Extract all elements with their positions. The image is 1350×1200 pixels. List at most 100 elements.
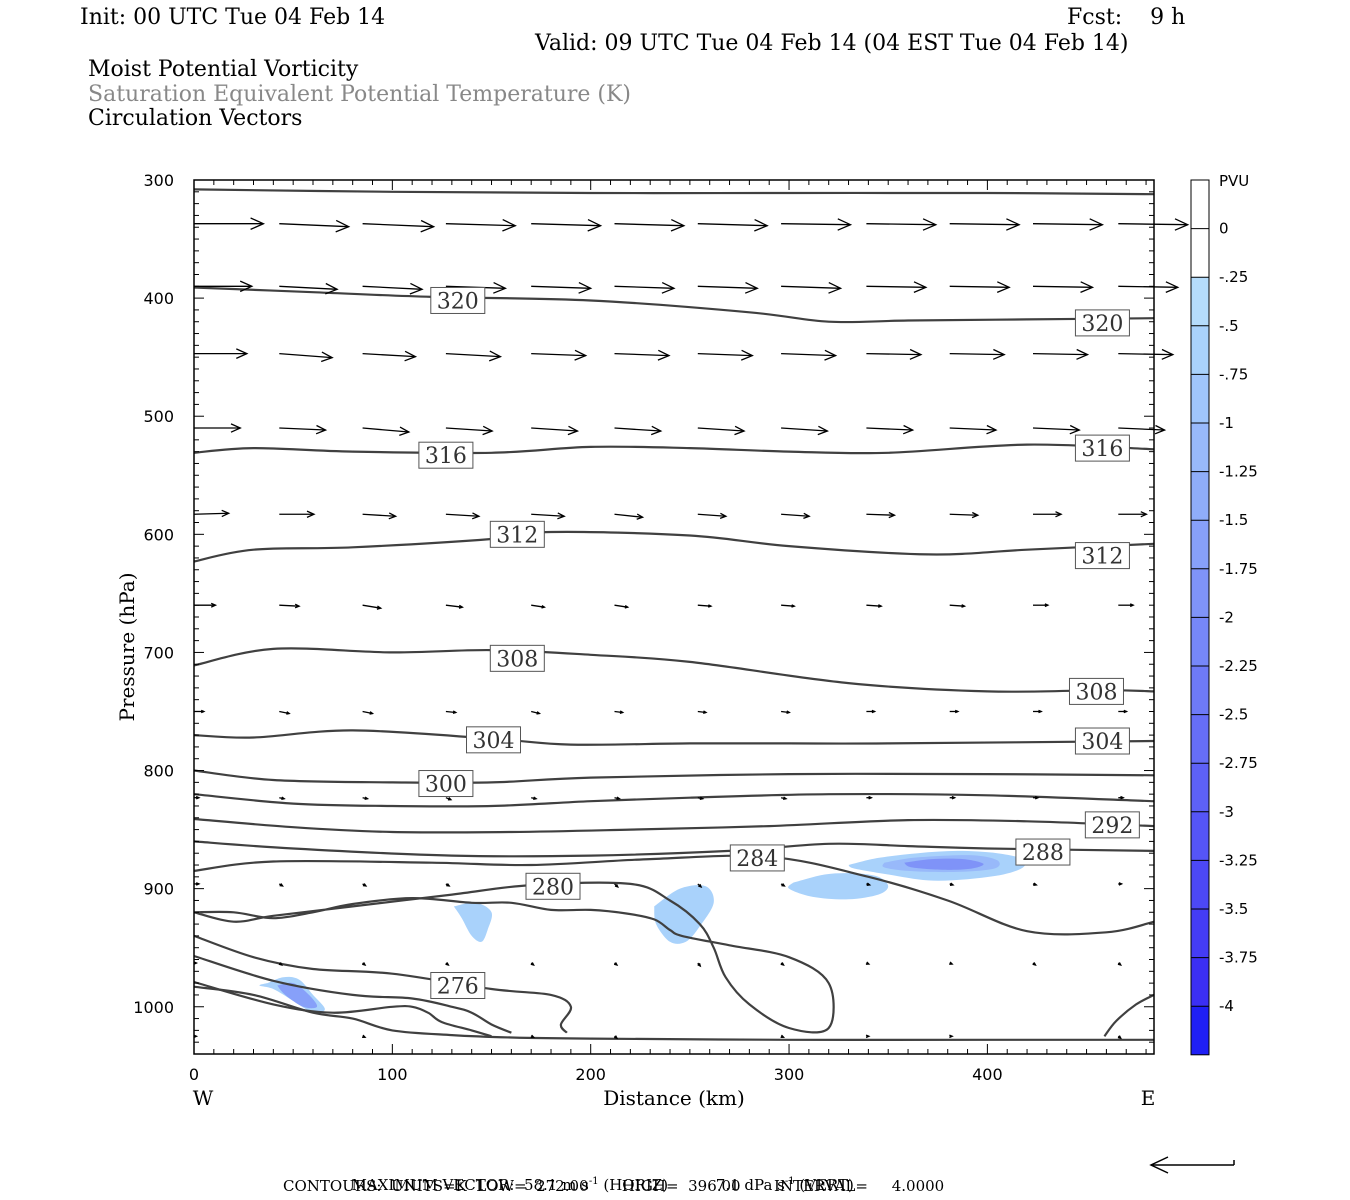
- circulation-vector: [279, 510, 316, 518]
- contour-label: 320: [1074, 309, 1130, 337]
- vector-head: [315, 424, 328, 435]
- vector-head: [221, 509, 231, 518]
- vector-head: [587, 219, 603, 232]
- vector-head: [614, 883, 619, 888]
- vector-shaft: [445, 352, 501, 358]
- contour-label: 308: [489, 644, 545, 672]
- vector-head: [239, 280, 254, 293]
- vector-shaft: [362, 285, 423, 290]
- isentrope-line: [193, 840, 1155, 858]
- circulation-vector: [445, 219, 517, 232]
- vector-shaft: [614, 427, 661, 432]
- circulation-vector: [949, 424, 998, 435]
- vector-shaft: [697, 604, 712, 607]
- circulation-vector: [949, 348, 1006, 360]
- circulation-vector: [780, 962, 785, 967]
- vector-head: [949, 882, 955, 886]
- circulation-vector: [780, 883, 786, 887]
- circulation-vector: [445, 512, 481, 520]
- circulation-vector: [362, 282, 424, 295]
- contour-label-box: [1074, 727, 1130, 755]
- vector-shaft: [866, 513, 895, 516]
- vector-head: [320, 351, 334, 363]
- vector-head: [325, 282, 339, 295]
- vector-shaft: [193, 512, 229, 515]
- circulation-vector: [1118, 795, 1125, 800]
- vector-head: [780, 962, 785, 967]
- vector-head: [1006, 218, 1021, 231]
- vector-head: [399, 426, 411, 437]
- vector-head: [954, 709, 960, 714]
- isentrope-line: [193, 769, 1155, 784]
- circulation-vector: [614, 710, 625, 715]
- colorbar-swatch: [1191, 325, 1209, 375]
- pv-region: [277, 982, 318, 1009]
- circulation-vector: [949, 961, 954, 965]
- circulation-vector: [279, 796, 286, 801]
- vector-head: [488, 350, 503, 362]
- vector-shaft: [531, 352, 586, 357]
- x-axis-title: Distance (km): [603, 1086, 745, 1110]
- circulation-vector: [362, 426, 411, 437]
- contour-label: 284: [729, 844, 785, 872]
- vector-head: [236, 348, 249, 359]
- vector-head: [613, 1035, 619, 1040]
- isentrope-line: [193, 443, 1155, 455]
- colorbar-level-label: -2.25: [1219, 657, 1258, 675]
- vector-shaft: [279, 427, 326, 431]
- field-title-pv: Moist Potential Vorticity: [88, 57, 359, 82]
- circulation-vector: [614, 349, 671, 361]
- vector-shaft: [697, 513, 726, 517]
- circulation-vector: [1032, 882, 1038, 886]
- x-tick-label: 400: [972, 1065, 1003, 1084]
- contour-label-text: 304: [473, 729, 515, 754]
- pv-shading: [259, 850, 1026, 1014]
- circulation-vector: [866, 281, 928, 293]
- vert-value: 7.1: [715, 1176, 740, 1194]
- contour-label-box: [1074, 542, 1130, 570]
- circulation-vector: [445, 425, 494, 436]
- vector-head: [364, 796, 370, 801]
- vector-head: [445, 962, 450, 967]
- contour-label-box: [466, 726, 522, 754]
- colorbar-level-label: -4: [1219, 997, 1234, 1015]
- west-label: W: [193, 1086, 214, 1110]
- colorbar-swatch: [1191, 714, 1209, 764]
- circulation-vector: [1118, 281, 1180, 293]
- circulation-vector: [279, 219, 351, 233]
- circulation-vector: [780, 796, 788, 801]
- contour-label-text: 316: [425, 444, 467, 469]
- circulation-vector: [194, 217, 266, 230]
- vector-shaft: [781, 427, 828, 432]
- isentrope-line: [193, 980, 492, 1038]
- circulation-vector: [194, 795, 201, 800]
- isentrope-line: [193, 792, 1155, 808]
- vector-head: [888, 511, 897, 519]
- circulation-vector: [279, 603, 301, 609]
- contour-label: 312: [489, 520, 545, 548]
- circulation-vector: [1117, 962, 1123, 967]
- circulation-vector: [697, 710, 708, 715]
- vector-shaft: [445, 513, 479, 517]
- circulation-vector: [949, 1034, 954, 1039]
- max-vector-label: MAXIMUM VECTOR:: [351, 1176, 515, 1194]
- circulation-vector: [866, 795, 873, 800]
- contour-label-text: 300: [425, 773, 467, 798]
- circulation-vector: [1033, 709, 1043, 714]
- vector-shaft: [781, 604, 795, 607]
- y-tick-label: 500: [143, 407, 174, 426]
- pv-region: [654, 885, 714, 944]
- contour-label-text: 276: [437, 974, 479, 999]
- vector-head: [404, 350, 418, 362]
- vector-shaft: [531, 285, 591, 289]
- vector-head: [624, 605, 630, 609]
- contour-label-box: [489, 644, 545, 672]
- isentrope-line: [193, 817, 1155, 834]
- vector-head: [502, 219, 517, 232]
- colorbar-swatch: [1191, 617, 1209, 666]
- vector-shaft: [1118, 285, 1178, 288]
- contour-label-box: [418, 770, 474, 798]
- vector-head: [971, 511, 980, 519]
- contour-label-box: [1015, 838, 1071, 866]
